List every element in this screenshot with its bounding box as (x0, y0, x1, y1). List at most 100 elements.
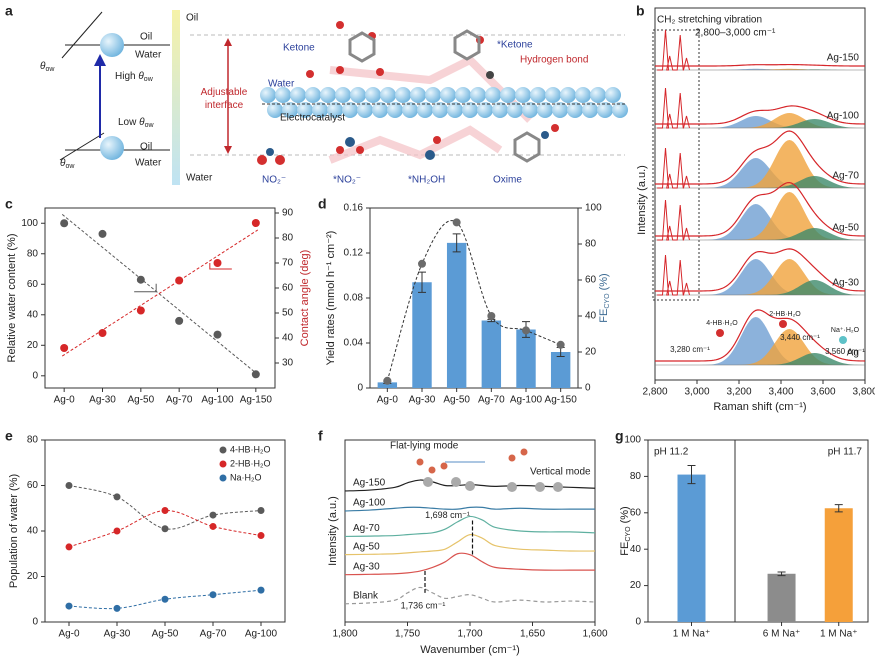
catalyst-sphere (582, 102, 598, 118)
text: High (115, 71, 136, 82)
ag-atom (423, 477, 433, 487)
plot-frame (369, 207, 579, 389)
catalyst-sphere (395, 87, 411, 103)
label: θow (60, 158, 75, 170)
point (60, 344, 69, 352)
rings (348, 29, 541, 163)
label: θow (40, 61, 55, 73)
point (383, 376, 392, 385)
legend-marker (219, 474, 227, 482)
catalyst-sphere (282, 102, 298, 118)
atom (440, 462, 448, 470)
x-tick-label: Ag-70 (478, 395, 505, 406)
atom (345, 137, 355, 147)
catalyst-sphere (477, 102, 493, 118)
spectrum-label: Ag-100 (827, 111, 860, 122)
point (175, 316, 184, 325)
error-bar (687, 464, 696, 485)
text: FE (619, 542, 631, 556)
point (209, 591, 217, 599)
atom (486, 71, 494, 79)
ag-atom (451, 477, 461, 487)
y-tick-label: 100 (585, 203, 602, 214)
bar (824, 508, 853, 622)
gradient-bar (172, 10, 180, 185)
y-tick-label: 40 (585, 311, 597, 322)
catalyst-sphere (312, 102, 328, 118)
spectrum-label: Blank (353, 590, 379, 601)
text: ow (144, 76, 154, 83)
catalyst-sphere (380, 87, 396, 103)
x-tick-label: Ag-0 (58, 629, 80, 640)
y-tick-label: 0.12 (344, 248, 364, 259)
catalyst-sphere (492, 102, 508, 118)
ag-atom (465, 481, 475, 491)
catalyst-sphere (440, 87, 456, 103)
peak-component (655, 353, 865, 365)
envelope (655, 105, 866, 125)
y-tick-label: 20 (27, 571, 39, 582)
legend-marker (219, 460, 227, 468)
annotation: 2,800–3,000 cm⁻¹ (695, 28, 776, 39)
ring (348, 31, 376, 63)
peak-component (655, 158, 865, 188)
peak-component (655, 140, 865, 188)
x-tick-label: Ag-100 (201, 395, 234, 406)
text: ow (65, 163, 75, 170)
y-tick-label: 100 (21, 218, 38, 229)
y-axis-label: Intensity (a.u.) (636, 165, 648, 235)
text: (%) (619, 506, 631, 526)
atom (336, 66, 344, 74)
catalyst-sphere (447, 102, 463, 118)
bar (767, 573, 796, 622)
catalyst-sphere (372, 102, 388, 118)
error-bar (452, 233, 461, 253)
axis-arrow (209, 263, 232, 270)
panel-letter: b (636, 3, 645, 19)
x-tick-label: Ag-30 (409, 395, 436, 406)
error-bar (834, 504, 843, 513)
peak-component (655, 116, 865, 128)
y-tick-label: 0.08 (344, 293, 364, 304)
catalyst-sphere (327, 102, 343, 118)
point (60, 219, 69, 228)
envelope (655, 309, 866, 362)
plots: a b c d e f g CH₂ stretching vibration 2,800–3,0… (5, 3, 875, 656)
atom (425, 150, 435, 160)
annotation: CH₂ stretching vibration (657, 15, 762, 26)
panel-letter: e (5, 428, 13, 444)
y-tick-label: 60 (585, 275, 597, 286)
marker-label: 1,736 cm⁻¹ (401, 600, 446, 610)
peak-icon (779, 320, 787, 328)
label: Water (268, 79, 295, 90)
peak-component (655, 204, 865, 240)
peak-icon (716, 329, 724, 337)
text: interface (205, 100, 244, 111)
point (98, 329, 107, 337)
catalyst-sphere (335, 87, 351, 103)
x-tick-label: 1 M Na⁺ (820, 629, 858, 640)
catalyst-sphere (462, 102, 478, 118)
x-tick-label: Ag-0 (54, 395, 76, 406)
label: Oil (140, 32, 152, 43)
peak-label: 3,280 cm⁻¹ (670, 345, 710, 354)
x-tick-label: Ag-50 (443, 395, 470, 406)
label: Water (135, 50, 162, 61)
peak-name: 4-HB·H₂O (706, 320, 738, 327)
y-tick-label: 60 (27, 279, 39, 290)
catalyst-sphere (522, 102, 538, 118)
molecules (257, 21, 559, 165)
x-axis-label: Raman shift (cm⁻¹) (713, 401, 806, 413)
catalyst-sphere (545, 87, 561, 103)
catalyst-sphere (530, 87, 546, 103)
x-tick-label: 3,200 (726, 387, 751, 398)
point (251, 370, 260, 379)
x-tick-label: 1,700 (457, 629, 482, 640)
catalyst-sphere (267, 102, 283, 118)
x-axis-label: Wavenumber (cm⁻¹) (420, 644, 520, 656)
y-tick-label: 0 (635, 617, 641, 628)
y-tick-label: 80 (585, 239, 597, 250)
ag-atom (507, 482, 517, 492)
bar (677, 474, 706, 622)
